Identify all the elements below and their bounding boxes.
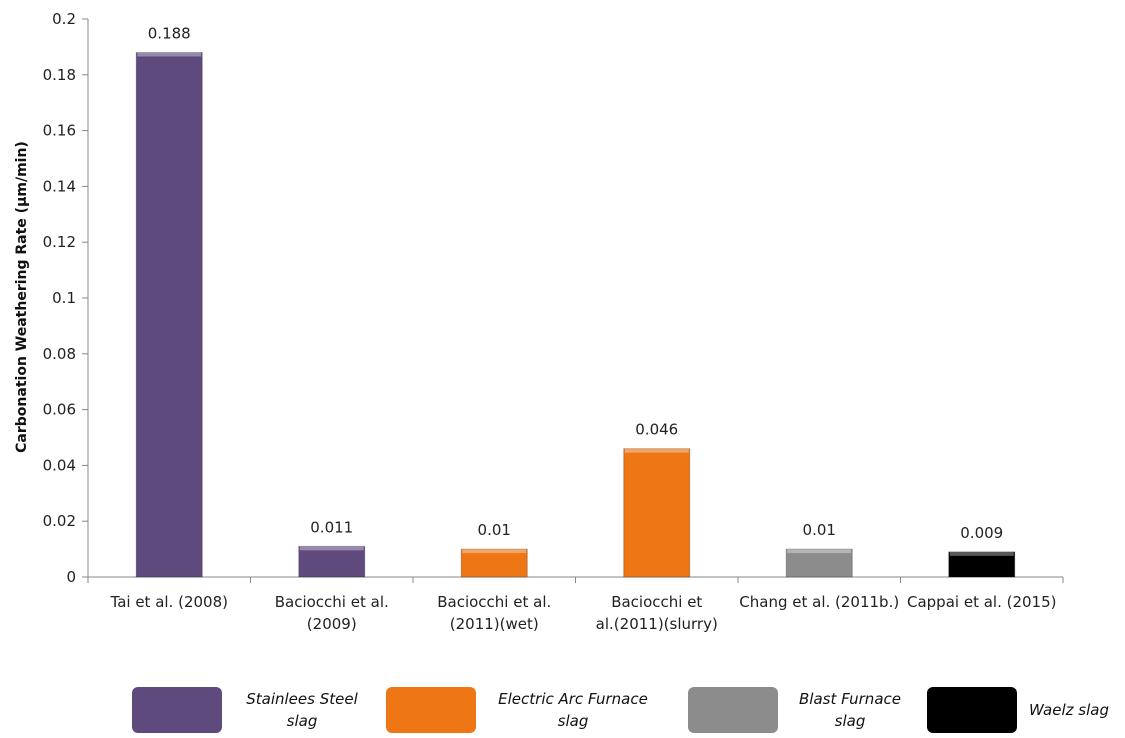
legend: Stainlees Steel slag Electric Arc Furnac… <box>0 676 1125 738</box>
bar <box>786 549 852 577</box>
y-tick-label: 0.06 <box>43 401 76 419</box>
y-tick-label: 0.16 <box>43 122 76 140</box>
y-tick-label: 0.12 <box>43 233 76 251</box>
data-label: 0.046 <box>635 421 678 439</box>
bar <box>299 546 365 577</box>
data-label: 0.188 <box>148 24 191 42</box>
bar <box>461 549 527 577</box>
bar-highlight <box>462 549 526 553</box>
legend-item-blast-furnace: Blast Furnace slag <box>688 686 922 734</box>
y-tick-label: 0.04 <box>43 456 76 474</box>
legend-swatch <box>386 687 476 733</box>
legend-label: Waelz slag <box>1017 699 1121 721</box>
legend-item-stainless-steel: Stainlees Steel slag <box>132 686 382 734</box>
bar-highlight <box>300 546 364 550</box>
bar <box>624 449 690 577</box>
bar-highlight <box>137 52 201 56</box>
y-axis-title: Carbonation Weathering Rate (µm/min) <box>14 141 30 453</box>
legend-label: Stainlees Steel slag <box>222 688 382 732</box>
y-tick-label: 0.08 <box>43 345 76 363</box>
category-label: Baciocchi et al. (2009) <box>275 593 389 633</box>
legend-swatch <box>688 687 778 733</box>
legend-label: Blast Furnace slag <box>778 688 922 732</box>
bar-highlight <box>625 449 689 453</box>
legend-label: Electric Arc Furnace slag <box>476 688 670 732</box>
y-tick-label: 0.18 <box>43 66 76 84</box>
bar-highlight <box>950 552 1014 556</box>
data-label: 0.01 <box>803 521 836 539</box>
category-label: Chang et al. (2011b.) <box>739 593 899 611</box>
y-tick-label: 0 <box>66 568 76 586</box>
y-tick-label: 0.02 <box>43 512 76 530</box>
legend-item-waelz: Waelz slag <box>927 686 1121 734</box>
bar-highlight <box>787 549 851 553</box>
category-label: Baciocchi et al.(2011)(slurry) <box>596 593 718 633</box>
data-label: 0.009 <box>960 524 1003 542</box>
y-tick-label: 0.14 <box>43 177 76 195</box>
legend-item-electric-arc-furnace: Electric Arc Furnace slag <box>386 686 670 734</box>
category-label: Tai et al. (2008) <box>110 593 228 611</box>
bar <box>136 52 202 577</box>
category-label: Cappai et al. (2015) <box>907 593 1057 611</box>
category-label: Baciocchi et al. (2011)(wet) <box>437 593 551 633</box>
legend-swatch <box>132 687 222 733</box>
bar-chart: Carbonation Weathering Rate (µm/min) 0 0.… <box>0 0 1125 640</box>
y-tick-label: 0.2 <box>52 10 76 28</box>
data-label: 0.011 <box>310 518 353 536</box>
legend-swatch <box>927 687 1017 733</box>
data-label: 0.01 <box>478 521 511 539</box>
y-tick-label: 0.1 <box>52 289 76 307</box>
